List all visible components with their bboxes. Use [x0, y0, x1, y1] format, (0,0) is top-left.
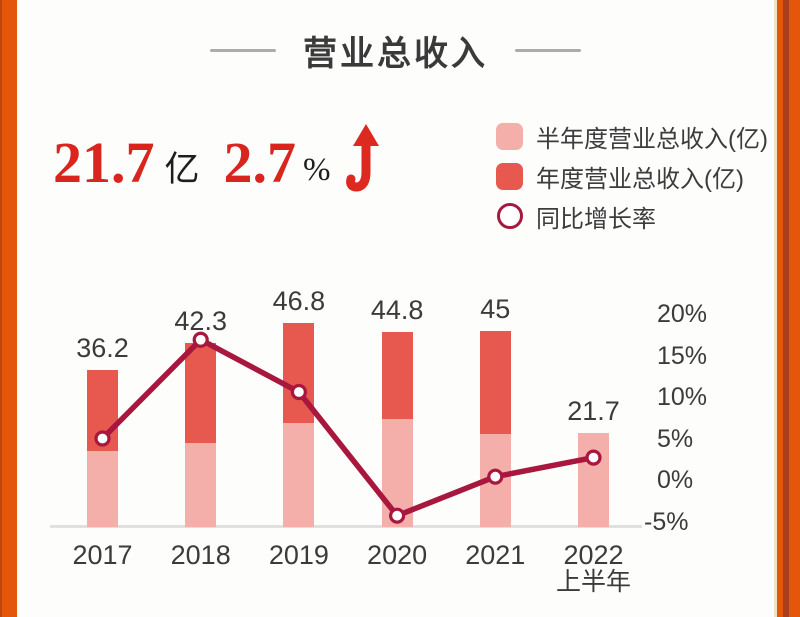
x-axis-label-2019: 2019 [268, 540, 329, 570]
x-axis-label-2022: 2022 上半年 [524, 541, 664, 595]
stat-revenue-value: 21.7 [53, 130, 155, 195]
page-title: 营业总收入 [303, 35, 488, 73]
legend-item-half-year: 半年度营业总收入(亿) [496, 116, 768, 156]
growth-rate-line [100, 336, 595, 519]
bar-value-label-2022: 21.7 [567, 395, 620, 426]
annual-swatch-icon [496, 162, 523, 190]
x-axis-label-2021: 2021 [465, 540, 526, 570]
left-accent-border [0, 0, 17, 617]
right-accent-border [774, 0, 800, 617]
half-year-swatch-icon [496, 122, 523, 150]
legend-item-annual: 年度营业总收入(亿) [496, 156, 768, 196]
growth-rate-marker-2021 [487, 468, 504, 485]
bar-half-year-2019 [283, 423, 315, 527]
headline-stat: 21.7 亿 2.7 % [53, 124, 381, 192]
bar-value-label-2018: 42.3 [174, 305, 227, 336]
growth-rate-marker-2022 [585, 449, 602, 466]
bar-value-label-2019: 46.8 [272, 286, 326, 317]
growth-rate-circle-icon [496, 203, 523, 229]
bar-half-year-2021 [479, 434, 511, 527]
right-axis-tick-0%: 0% [657, 466, 694, 494]
x-axis-sublabel-2022: 上半年 [555, 568, 631, 596]
bar-half-year-2017 [87, 451, 118, 527]
legend-label: 同比增长率 [536, 205, 656, 233]
growth-rate-marker-2020 [389, 507, 406, 524]
chart-legend: 半年度营业总收入(亿) 年度营业总收入(亿) 同比增长率 [496, 116, 768, 236]
bar-annual-2020 [381, 332, 413, 419]
stat-revenue-unit: 亿 [164, 150, 200, 189]
bar-value-label-2021: 45 [480, 294, 511, 325]
growth-rate-marker-2018 [192, 331, 209, 348]
bar-annual-2019 [283, 323, 315, 424]
right-axis-tick-5%: 5% [657, 424, 694, 453]
x-axis-label-2017: 2017 [72, 540, 133, 570]
x-axis-label-2018: 2018 [170, 540, 231, 570]
up-arrow-icon [345, 124, 379, 192]
x-axis-line [50, 525, 642, 528]
bar-annual-2021 [479, 331, 511, 435]
bar-half-year-2022 [578, 432, 609, 527]
growth-rate-marker-2017 [94, 430, 111, 447]
legend-label: 年度营业总收入(亿) [536, 165, 744, 193]
right-axis-tick-15%: 15% [657, 341, 708, 370]
growth-rate-swatch-wrap [496, 203, 523, 230]
growth-rate-marker-2019 [290, 383, 307, 401]
title-dash-right [515, 49, 581, 52]
title-bar: 营业总收入 [17, 26, 774, 75]
stat-growth-unit: % [303, 152, 331, 188]
bar-half-year-2020 [381, 418, 413, 527]
bar-value-label-2020: 44.8 [370, 295, 424, 326]
right-axis-tick-10%: 10% [657, 383, 708, 411]
legend-item-growth-rate: 同比增长率 [496, 196, 768, 236]
bar-half-year-2018 [185, 442, 217, 527]
bar-value-label-2017: 36.2 [76, 332, 129, 363]
legend-label: 半年度营业总收入(亿) [536, 125, 768, 153]
x-axis-label-2020: 2020 [367, 540, 428, 570]
bar-annual-2017 [87, 369, 118, 452]
stat-growth-value: 2.7 [223, 130, 297, 195]
bar-annual-2018 [185, 342, 217, 443]
right-axis-tick-20%: 20% [657, 300, 708, 328]
right-axis-tick--5%: -5% [644, 507, 689, 536]
title-dash-left [210, 49, 276, 52]
